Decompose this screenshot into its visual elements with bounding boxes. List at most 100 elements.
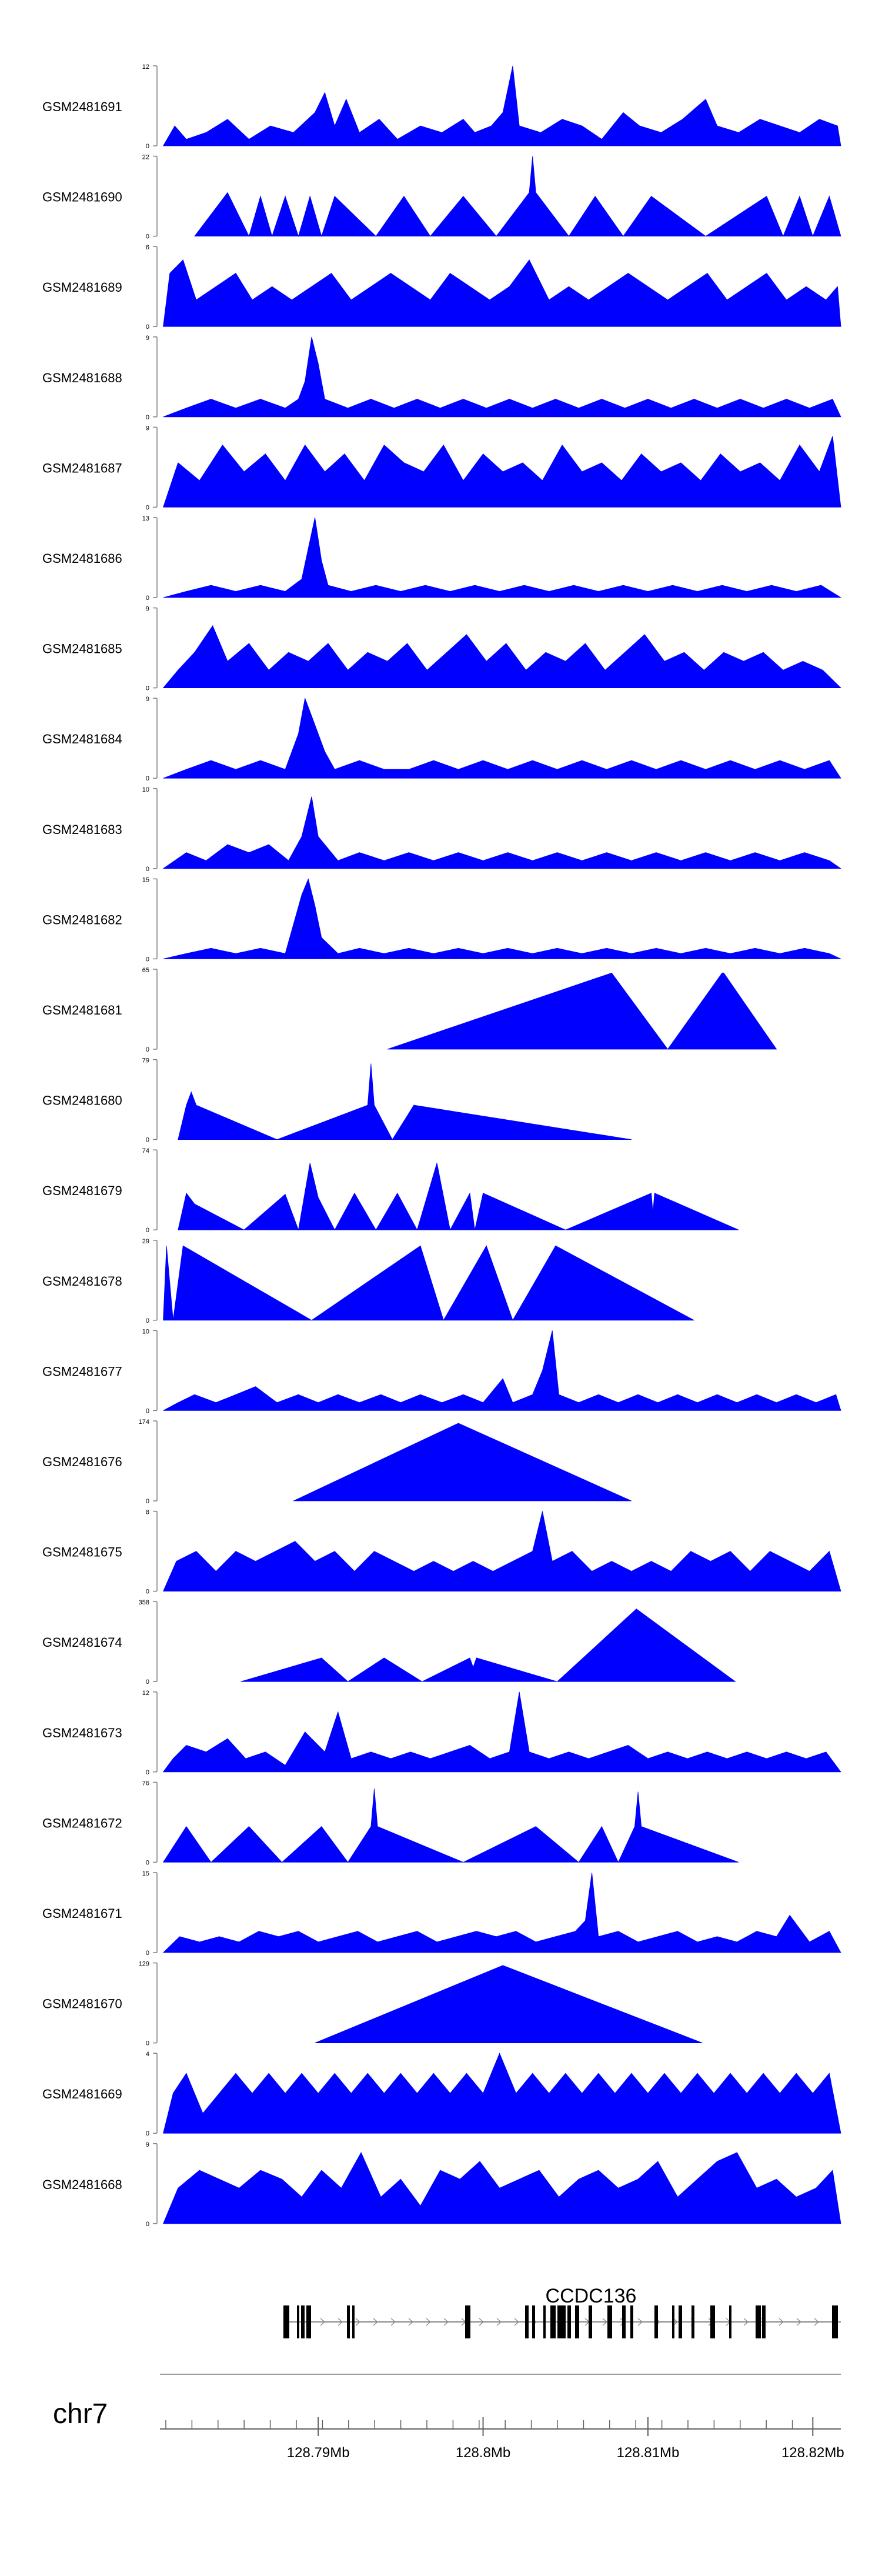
y-min-label: 0 bbox=[146, 595, 149, 602]
track-GSM2481675: GSM2481675 8 0 bbox=[42, 1509, 841, 1596]
coverage-area bbox=[315, 1965, 703, 2043]
exon bbox=[729, 2305, 731, 2338]
y-max-label: 8 bbox=[146, 1509, 149, 1516]
strand-arrow bbox=[373, 2318, 378, 2326]
exon bbox=[575, 2305, 579, 2338]
coverage-area bbox=[178, 1163, 739, 1231]
track-label: GSM2481686 bbox=[42, 551, 122, 566]
track-label: GSM2481687 bbox=[42, 461, 122, 475]
exon bbox=[525, 2305, 529, 2338]
y-max-label: 174 bbox=[139, 1419, 149, 1426]
strand-arrow bbox=[426, 2318, 431, 2326]
y-min-label: 0 bbox=[146, 1407, 149, 1414]
track-GSM2481672: GSM2481672 76 0 bbox=[42, 1780, 739, 1866]
track-label: GSM2481675 bbox=[42, 1545, 122, 1560]
track-label: GSM2481673 bbox=[42, 1726, 122, 1740]
y-min-label: 0 bbox=[146, 1227, 149, 1234]
strand-arrow bbox=[338, 2318, 343, 2326]
coverage-area bbox=[163, 517, 842, 598]
coverage-area bbox=[162, 1511, 841, 1591]
coverage-area bbox=[162, 1691, 841, 1773]
track-label: GSM2481683 bbox=[42, 822, 122, 837]
exon bbox=[691, 2305, 694, 2338]
track-label: GSM2481690 bbox=[42, 190, 122, 205]
y-max-label: 12 bbox=[142, 1690, 149, 1697]
exon bbox=[532, 2305, 535, 2338]
coverage-area bbox=[240, 1609, 736, 1682]
strand-arrow bbox=[408, 2318, 413, 2326]
y-min-label: 0 bbox=[146, 2040, 149, 2047]
exon bbox=[589, 2305, 592, 2338]
track-GSM2481689: GSM2481689 6 0 bbox=[42, 244, 841, 331]
coverage-area bbox=[162, 2152, 841, 2224]
exon bbox=[607, 2305, 612, 2338]
chromosome-label: chr7 bbox=[53, 2398, 108, 2430]
track-GSM2481680: GSM2481680 79 0 bbox=[42, 1057, 632, 1144]
coverage-area bbox=[387, 972, 777, 1050]
track-label: GSM2481691 bbox=[42, 99, 122, 114]
y-max-label: 9 bbox=[146, 606, 149, 613]
exon bbox=[762, 2305, 766, 2338]
track-label: GSM2481676 bbox=[42, 1454, 122, 1469]
strand-arrow bbox=[479, 2318, 484, 2326]
exon bbox=[672, 2305, 674, 2338]
y-max-label: 22 bbox=[142, 154, 149, 161]
track-GSM2481668: GSM2481668 9 0 bbox=[42, 2141, 841, 2228]
strand-arrow bbox=[390, 2318, 396, 2326]
strand-arrow bbox=[796, 2318, 801, 2326]
track-label: GSM2481685 bbox=[42, 642, 122, 656]
tick-label: 128.81Mb bbox=[617, 2445, 680, 2461]
strand-arrow bbox=[602, 2318, 607, 2326]
strand-arrow bbox=[779, 2318, 784, 2326]
track-GSM2481690: GSM2481690 22 0 bbox=[42, 154, 841, 241]
y-max-label: 358 bbox=[139, 1599, 149, 1606]
tick-label: 128.79Mb bbox=[287, 2445, 350, 2461]
exon bbox=[465, 2305, 470, 2338]
y-min-label: 0 bbox=[146, 1679, 149, 1686]
track-label: GSM2481677 bbox=[42, 1364, 122, 1379]
track-GSM2481677: GSM2481677 10 0 bbox=[42, 1328, 841, 1414]
coverage-area bbox=[163, 1245, 694, 1321]
y-max-label: 29 bbox=[142, 1238, 149, 1245]
axis-ticks: 128.79Mb 128.8Mb 128.81Mb 128.82Mb bbox=[165, 2417, 844, 2461]
y-max-label: 13 bbox=[142, 515, 149, 522]
y-min-label: 0 bbox=[146, 233, 149, 241]
y-min-label: 0 bbox=[146, 1589, 149, 1596]
track-GSM2481682: GSM2481682 15 0 bbox=[42, 876, 841, 963]
y-max-label: 65 bbox=[142, 967, 149, 974]
coverage-area bbox=[163, 2053, 841, 2134]
tick-label: 128.82Mb bbox=[781, 2445, 844, 2461]
track-GSM2481685: GSM2481685 9 0 bbox=[42, 606, 841, 692]
track-label: GSM2481670 bbox=[42, 1997, 122, 2011]
exon bbox=[306, 2305, 311, 2338]
coverage-area bbox=[162, 1788, 739, 1863]
y-max-label: 4 bbox=[146, 2051, 149, 2058]
gene-label: CCDC136 bbox=[546, 2285, 637, 2307]
y-min-label: 0 bbox=[146, 1317, 149, 1324]
track-label: GSM2481682 bbox=[42, 912, 122, 927]
y-min-label: 0 bbox=[146, 775, 149, 782]
track-GSM2481669: GSM2481669 4 0 bbox=[42, 2051, 841, 2137]
track-GSM2481679: GSM2481679 74 0 bbox=[42, 1147, 739, 1234]
strand-arrow bbox=[637, 2318, 643, 2326]
exon bbox=[347, 2305, 350, 2338]
track-GSM2481676: GSM2481676 174 0 bbox=[42, 1419, 632, 1505]
strand-arrow bbox=[320, 2318, 325, 2326]
y-min-label: 0 bbox=[146, 1950, 149, 1957]
y-min-label: 0 bbox=[146, 1769, 149, 1776]
coverage-area bbox=[293, 1423, 632, 1501]
coverage-area bbox=[163, 878, 841, 959]
exon bbox=[557, 2305, 566, 2338]
exon bbox=[622, 2305, 626, 2338]
y-max-label: 6 bbox=[146, 244, 149, 251]
track-label: GSM2481681 bbox=[42, 1003, 122, 1017]
track-GSM2481683: GSM2481683 10 0 bbox=[42, 786, 842, 873]
y-min-label: 0 bbox=[146, 2221, 149, 2228]
tick-label: 128.8Mb bbox=[456, 2445, 510, 2461]
y-max-label: 10 bbox=[142, 1328, 149, 1335]
y-max-label: 15 bbox=[142, 1870, 149, 1877]
track-GSM2481674: GSM2481674 358 0 bbox=[42, 1599, 736, 1686]
track-GSM2481688: GSM2481688 9 0 bbox=[42, 335, 841, 421]
y-max-label: 79 bbox=[142, 1057, 149, 1065]
track-label: GSM2481668 bbox=[42, 2177, 122, 2192]
